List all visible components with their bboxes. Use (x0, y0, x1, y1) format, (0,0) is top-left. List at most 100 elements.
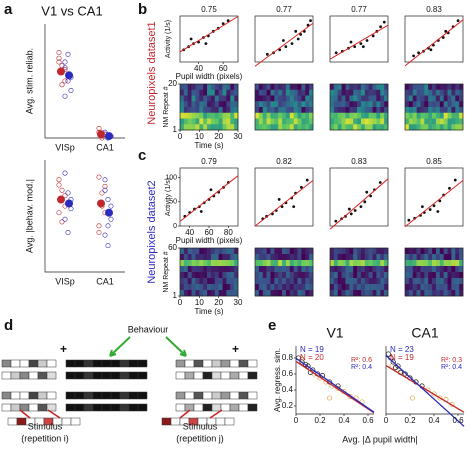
heatmap-cell (345, 272, 350, 279)
heatmap-cell (428, 254, 433, 261)
heatmap-cell (424, 266, 429, 273)
diagram-label: (repetition i) (21, 433, 69, 443)
cell (110, 371, 121, 380)
heatmap-cell (282, 84, 287, 91)
heatmap-cell (305, 107, 310, 114)
heatmap-cell (447, 101, 452, 108)
heatmap-cell (274, 290, 279, 297)
cell (61, 417, 72, 426)
heatmap-cell (353, 124, 358, 131)
heatmap-cell (439, 101, 444, 108)
axis-box (179, 83, 239, 131)
axis-box (329, 15, 389, 63)
heatmap-cell (384, 248, 389, 255)
mean-dot (97, 199, 105, 208)
r2-label: R²: 0.3 (441, 357, 462, 364)
heatmap-cell (380, 290, 385, 297)
heatmap-cell (203, 95, 208, 102)
heatmap-cell (353, 272, 358, 279)
heatmap-cell (282, 107, 287, 114)
heatmap-cell (180, 95, 185, 102)
heatmap-cell (309, 260, 314, 267)
heatmap-cell (357, 89, 362, 96)
heatmap-cell (349, 272, 354, 279)
heatmap-cell (203, 266, 208, 273)
heatmap-cell (187, 107, 192, 114)
heatmap-cell (408, 284, 414, 291)
heatmap-cell (451, 101, 456, 108)
data-point (62, 216, 68, 222)
heatmap-cell (183, 89, 189, 96)
data-point (365, 190, 369, 194)
heatmap-cell (270, 89, 275, 96)
heatmap-cell (337, 266, 342, 273)
heatmap-cell (266, 266, 271, 273)
data-point (102, 232, 108, 238)
cell (19, 371, 30, 380)
heatmap-cell (289, 95, 294, 102)
x-tick-label: 10 (195, 132, 204, 141)
cell (74, 391, 85, 400)
heatmap-cell (353, 84, 358, 91)
heatmap-cell (183, 266, 189, 273)
heatmap-cell (262, 112, 267, 119)
heatmap-cell (357, 101, 362, 108)
heatmap-cell (214, 290, 219, 297)
fit-line (295, 360, 375, 414)
heatmap-cell (262, 284, 267, 291)
data-point (349, 212, 353, 216)
heatmap-cell (234, 101, 239, 108)
heatmap-cell (282, 118, 287, 125)
heatmap-cell (405, 254, 410, 261)
x-tick-label: 20 (214, 298, 223, 307)
heatmap-cell (439, 284, 444, 291)
heatmap-cell (405, 101, 410, 108)
heatmap-cell (255, 107, 260, 114)
heatmap-cell (301, 284, 306, 291)
heatmap-cell (187, 112, 192, 119)
heatmap-cell (274, 284, 279, 291)
cell (46, 359, 57, 368)
heatmap-cell (428, 84, 433, 91)
heatmap-cell (203, 89, 208, 96)
heatmap-cell (297, 260, 302, 267)
heatmap-cell (380, 272, 385, 279)
heatmap-cell (357, 124, 362, 131)
heatmap-cell (255, 254, 260, 261)
heatmap-cell (266, 260, 271, 267)
data-point (65, 229, 71, 235)
heatmap-cell (439, 266, 444, 273)
heatmap-cell (360, 266, 366, 273)
heatmap-cell (384, 290, 389, 297)
heatmap-cell (372, 248, 377, 255)
heatmap-cell (293, 248, 298, 255)
diagram-label: Stimulus (28, 421, 63, 431)
heatmap-cell (282, 266, 287, 273)
heatmap-cell (353, 290, 358, 297)
cell (92, 403, 103, 412)
heatmap-cell (203, 107, 208, 114)
heatmap-cell (270, 112, 275, 119)
fit-line (385, 355, 465, 427)
heatmap-cell (195, 101, 200, 108)
heatmap-cell (214, 101, 219, 108)
heatmap-cell (258, 101, 264, 108)
data-point (65, 51, 71, 57)
heatmap-cell (405, 260, 410, 267)
heatmap-cell (183, 112, 189, 119)
heatmap-cell (333, 290, 339, 297)
cell (229, 403, 240, 412)
heatmap-cell (349, 101, 354, 108)
cell (119, 403, 130, 412)
heatmap-cell (187, 278, 192, 285)
heatmap-cell (428, 278, 433, 285)
heatmap-cell (372, 290, 377, 297)
axis-box (179, 15, 239, 63)
heatmap-cell (207, 84, 212, 91)
data-point (412, 54, 416, 58)
heatmap-cell (183, 118, 189, 125)
heatmap-cell (270, 290, 275, 297)
heatmap-cell (368, 284, 373, 291)
heatmap-cell (416, 284, 421, 291)
data-point (359, 205, 363, 209)
